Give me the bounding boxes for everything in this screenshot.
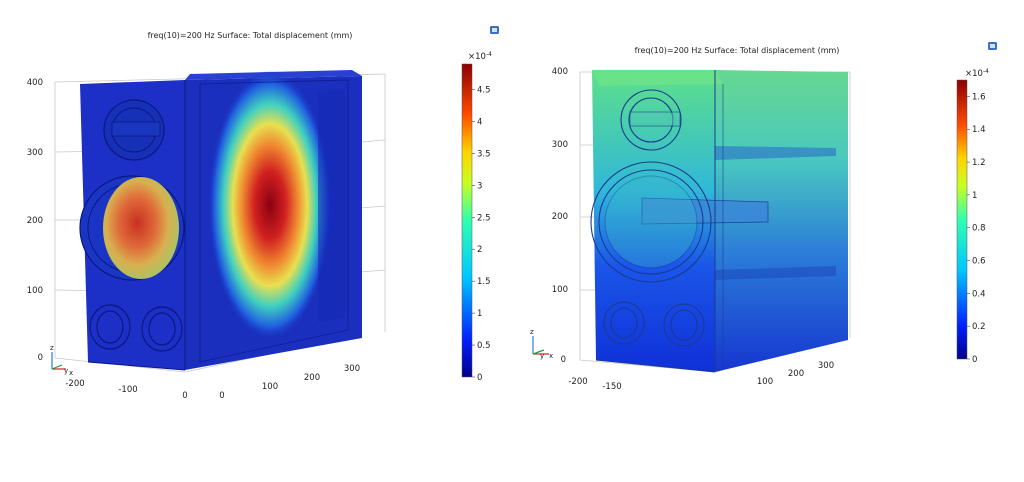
- plot-right: freq(10)=200 Hz Surface: Total displacem…: [530, 42, 997, 392]
- z-tick-label: 300: [552, 140, 568, 150]
- z-tick-label: 0: [38, 353, 43, 363]
- svg-text:y: y: [540, 352, 544, 360]
- svg-text:z: z: [50, 344, 54, 352]
- z-tick-label: 100: [27, 286, 43, 296]
- y-tick-label: 200: [788, 369, 804, 379]
- side-panel-hotspot: [208, 70, 332, 340]
- colorbar-tick-label: 1.6: [972, 92, 986, 102]
- bass-ports: [89, 304, 183, 352]
- colorbar-exponent: ×10-4: [468, 51, 492, 62]
- colorbar-tick-label: 0.8: [972, 224, 986, 234]
- woofer: [79, 175, 185, 281]
- z-tick-label: 100: [552, 285, 568, 295]
- cabinet-side-face: [715, 70, 848, 372]
- export-image-icon[interactable]: [988, 42, 997, 50]
- x-tick-label: -200: [568, 377, 587, 387]
- plot-right-x-axis: -200 -150: [568, 377, 621, 392]
- plot-left-y-axis: 0 100 200 300: [219, 364, 360, 401]
- colorbar-tick-label: 4.5: [477, 86, 491, 96]
- z-tick-label: 0: [561, 355, 566, 365]
- x-tick-label: -150: [602, 382, 621, 392]
- colorbar-gradient: [461, 63, 473, 378]
- y-tick-label: 200: [304, 373, 320, 383]
- plot-right-axis-triad: z y x: [530, 328, 553, 360]
- colorbar-tick-label: 0.4: [972, 289, 986, 299]
- svg-text:z: z: [530, 328, 534, 336]
- z-tick-label: 300: [27, 148, 43, 158]
- z-tick-label: 400: [552, 67, 568, 77]
- colorbar-gradient: [956, 79, 968, 360]
- colorbar-tick-label: 1: [972, 191, 977, 201]
- export-image-icon[interactable]: [490, 26, 499, 34]
- plot-left-x-axis: -200 -100 0: [65, 379, 187, 401]
- colorbar-tick-label: 1: [477, 309, 482, 319]
- bass-ports: [603, 301, 705, 347]
- x-tick-label: 0: [182, 391, 187, 401]
- svg-text:y: y: [64, 367, 68, 375]
- colorbar-tick-label: 0.2: [972, 322, 986, 332]
- plot-left-title: freq(10)=200 Hz Surface: Total displacem…: [148, 31, 353, 40]
- colorbar-tick-label: 1.5: [477, 277, 491, 287]
- svg-text:x: x: [549, 352, 553, 360]
- internal-shelf: [715, 266, 836, 280]
- woofer: [590, 161, 712, 283]
- plot-left-z-axis: 400 300 200 100 0: [27, 78, 43, 363]
- z-tick-label: 400: [27, 78, 43, 88]
- plot-right-title: freq(10)=200 Hz Surface: Total displacem…: [635, 46, 840, 55]
- internal-brace: [641, 197, 769, 225]
- x-tick-label: -100: [118, 385, 137, 395]
- tweeter: [103, 99, 165, 161]
- colorbar-tick-label: 4: [477, 117, 482, 127]
- y-tick-label: 300: [818, 361, 834, 371]
- z-tick-label: 200: [552, 212, 568, 222]
- internal-shelf: [715, 146, 836, 160]
- plot-right-colorbar: ×10-4 1.6 1.4 1.2 1 0.8 0.6 0.4 0.2 0: [956, 68, 989, 365]
- tweeter: [620, 89, 682, 151]
- colorbar-tick-label: 1.4: [972, 125, 986, 135]
- colorbar-tick-label: 2.5: [477, 213, 491, 223]
- plot-right-z-axis: 400 300 200 100 0: [552, 67, 568, 365]
- y-tick-label: 100: [757, 377, 773, 387]
- plot-left: freq(10)=200 Hz Surface: Total displacem…: [27, 26, 499, 401]
- colorbar-tick-label: 0.5: [477, 341, 491, 351]
- colorbar-tick-label: 1.2: [972, 158, 986, 168]
- z-tick-label: 200: [27, 216, 43, 226]
- plot-left-axis-triad: z y x: [50, 344, 73, 377]
- colorbar-tick-label: 3: [477, 181, 482, 191]
- plot-left-cabinet: [79, 70, 362, 371]
- colorbar-tick-label: 3.5: [477, 149, 491, 159]
- colorbar-exponent: ×10-4: [965, 68, 989, 79]
- y-tick-label: 100: [262, 382, 278, 392]
- colorbar-tick-label: 0: [477, 373, 482, 383]
- y-tick-label: 0: [219, 391, 224, 401]
- plot-right-cabinet: [590, 70, 848, 373]
- colorbar-tick-label: 2: [477, 245, 482, 255]
- colorbar-tick-label: 0.6: [972, 257, 986, 267]
- colorbar-tick-label: 0: [972, 355, 977, 365]
- plot-left-colorbar: ×10-4 4.5 4 3.5 3 2.5 2 1.5 1 0.5 0: [461, 51, 492, 383]
- x-tick-label: -200: [65, 379, 84, 389]
- colorbar-ticks: 4.5 4 3.5 3 2.5 2 1.5 1 0.5 0: [472, 86, 491, 383]
- svg-text:x: x: [69, 369, 73, 377]
- plot-right-y-axis: 100 200 300: [757, 361, 834, 387]
- y-tick-label: 300: [344, 364, 360, 374]
- colorbar-ticks: 1.6 1.4 1.2 1 0.8 0.6 0.4 0.2 0: [967, 92, 986, 365]
